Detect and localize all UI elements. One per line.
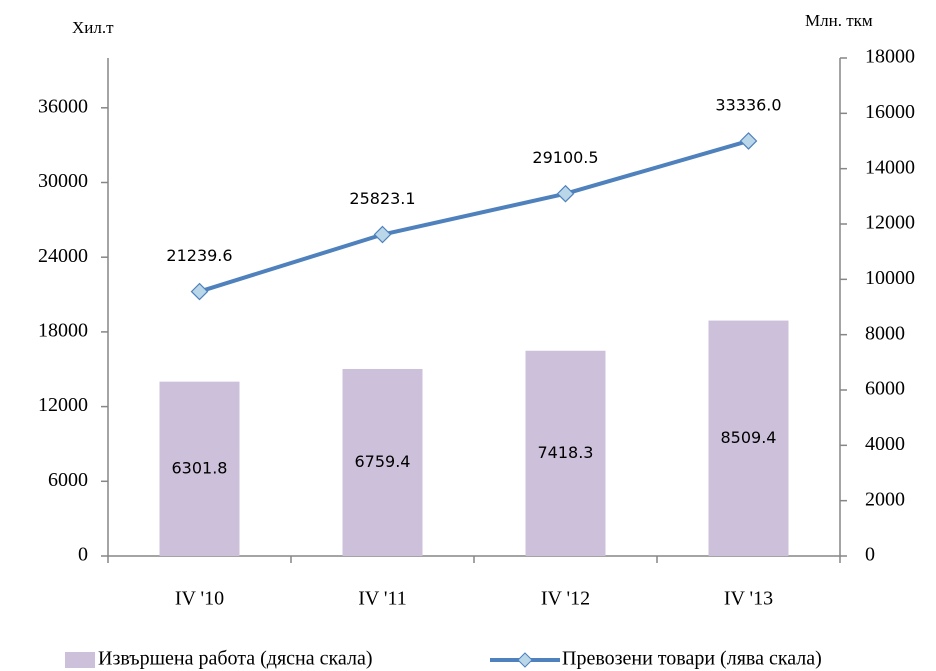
bar [342, 368, 423, 556]
y-axis-title: Хил.т [72, 18, 114, 37]
bar-value-label: 7418.3 [538, 443, 594, 462]
y2-tick-label: 18000 [865, 46, 915, 68]
y2-tick-label: 2000 [865, 488, 905, 510]
line [198, 139, 750, 294]
line-value-label: 25823.1 [349, 189, 415, 208]
x-tick-label: IV '11 [358, 588, 407, 610]
y2-tick-label: 10000 [865, 267, 915, 289]
y2-tick-label: 4000 [865, 433, 905, 455]
line-marker [739, 132, 758, 150]
line-marker [190, 282, 209, 301]
y-tick-label: 6000 [48, 469, 88, 491]
bar-value-label: 6759.4 [355, 452, 411, 471]
legend-label: Превозени товари (лява скала) [562, 648, 822, 670]
y-tick-label: 0 [78, 544, 88, 566]
y-tick-label: 12000 [38, 394, 88, 416]
y2-tick-label: 16000 [865, 101, 915, 123]
bar [159, 381, 240, 556]
bar [525, 350, 606, 556]
line-marker [556, 184, 575, 203]
y2-axis-title: Млн. ткм [805, 11, 873, 30]
x-tick-label: IV '12 [541, 588, 590, 610]
bar-value-label: 6301.8 [172, 458, 228, 477]
line-value-label: 29100.5 [532, 148, 598, 167]
y-tick-label: 18000 [38, 319, 88, 341]
line-value-label: 21239.6 [166, 246, 232, 265]
y2-tick-label: 0 [865, 544, 875, 566]
legend-label: Извършена работа (дясна скала) [98, 648, 373, 670]
y-tick-label: 24000 [38, 245, 88, 267]
legend-swatch [65, 652, 95, 668]
y2-tick-label: 6000 [865, 378, 905, 400]
y-tick-label: 30000 [38, 170, 88, 192]
bar [708, 320, 789, 556]
legend-swatch [517, 652, 533, 668]
x-tick-label: IV '13 [724, 588, 773, 610]
y2-tick-label: 12000 [865, 212, 915, 234]
line-marker [373, 225, 392, 244]
y2-tick-label: 14000 [865, 156, 915, 178]
x-tick-label: IV '10 [175, 588, 224, 610]
bar-value-label: 8509.4 [721, 428, 777, 447]
line-value-label: 33336.0 [715, 95, 781, 114]
y-tick-label: 36000 [38, 95, 88, 117]
y2-tick-label: 8000 [865, 322, 905, 344]
